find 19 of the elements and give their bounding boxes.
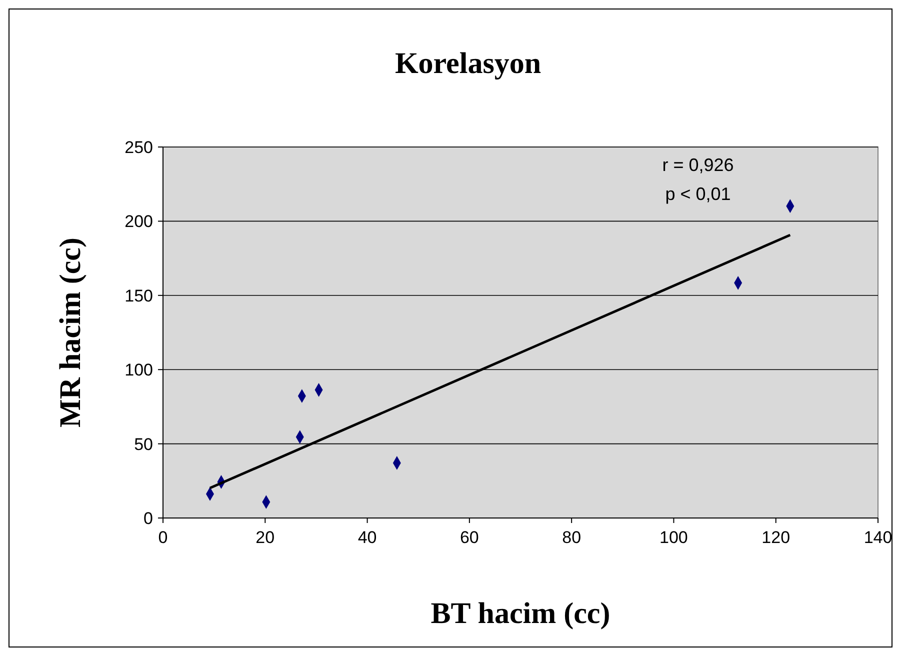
x-tick-label: 80 xyxy=(562,528,582,547)
chart-title: Korelasyon xyxy=(394,47,542,80)
y-axis-title: MR hacim (cc) xyxy=(54,238,87,428)
x-tick-label: 0 xyxy=(158,528,168,547)
y-tick-label: 50 xyxy=(134,434,153,454)
x-tick-label: 60 xyxy=(460,528,479,547)
x-tick-label: 140 xyxy=(864,528,892,547)
x-tick-label: 120 xyxy=(762,528,790,547)
x-tick-label: 100 xyxy=(660,528,688,547)
annotation: r = 0,926 xyxy=(662,155,734,175)
y-tick-label: 100 xyxy=(124,360,153,380)
x-tick-label: 40 xyxy=(358,528,377,547)
x-axis-title: BT hacim (cc) xyxy=(430,597,610,630)
y-tick-label: 150 xyxy=(124,286,153,306)
annotation: p < 0,01 xyxy=(665,184,731,204)
y-tick-label: 200 xyxy=(124,212,153,232)
x-tick-label: 20 xyxy=(256,528,275,547)
y-tick-label: 0 xyxy=(144,509,153,528)
y-tick-label: 250 xyxy=(124,138,153,157)
